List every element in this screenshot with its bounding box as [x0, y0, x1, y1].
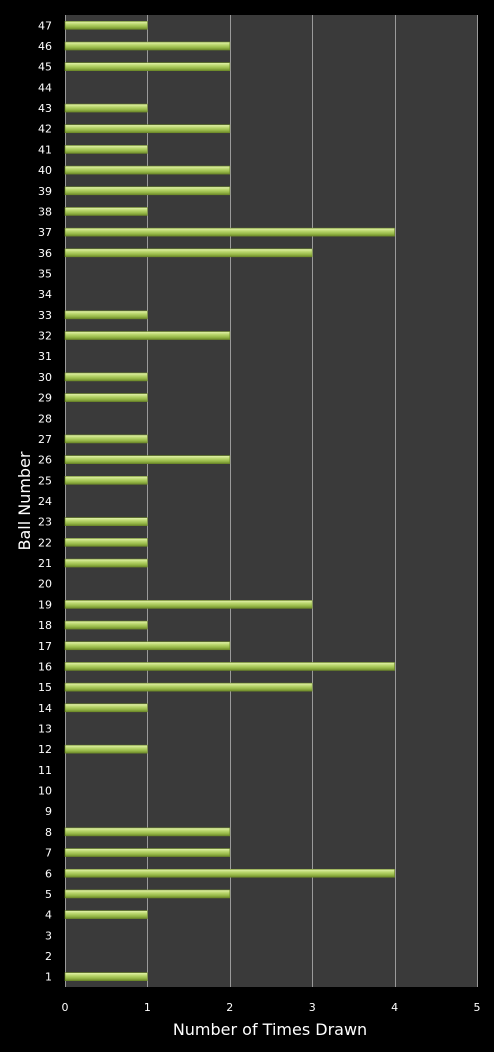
y-tick-34: 34 — [38, 288, 52, 301]
bar-ball-37 — [64, 227, 395, 237]
y-tick-36: 36 — [38, 247, 52, 260]
y-tick-16: 16 — [38, 660, 52, 673]
y-tick-26: 26 — [38, 454, 52, 467]
y-tick-12: 12 — [38, 743, 52, 756]
y-tick-11: 11 — [38, 764, 52, 777]
y-tick-33: 33 — [38, 309, 52, 322]
y-tick-6: 6 — [45, 867, 52, 880]
bar-ball-4 — [64, 910, 148, 919]
y-tick-46: 46 — [38, 40, 52, 53]
y-tick-labels: 1234567891011121314151617181920212223242… — [38, 19, 52, 983]
y-tick-23: 23 — [38, 516, 52, 529]
bar-ball-25 — [64, 476, 148, 485]
bar-ball-29 — [64, 393, 148, 402]
y-tick-2: 2 — [45, 950, 52, 963]
bar-ball-41 — [64, 145, 148, 154]
bar-ball-36 — [64, 248, 313, 258]
y-tick-47: 47 — [38, 19, 52, 32]
bar-ball-22 — [64, 538, 148, 547]
gridlines — [65, 15, 478, 987]
y-tick-7: 7 — [45, 847, 52, 860]
y-tick-29: 29 — [38, 392, 52, 405]
x-tick-0: 0 — [62, 1001, 69, 1014]
y-tick-15: 15 — [38, 681, 52, 694]
y-tick-24: 24 — [38, 495, 52, 508]
y-tick-43: 43 — [38, 102, 52, 115]
bar-ball-21 — [64, 558, 148, 568]
y-tick-42: 42 — [38, 123, 52, 136]
y-tick-38: 38 — [38, 205, 52, 218]
y-tick-28: 28 — [38, 412, 52, 425]
x-tick-3: 3 — [309, 1001, 316, 1014]
bar-ball-6 — [64, 868, 395, 878]
y-tick-19: 19 — [38, 598, 52, 611]
bar-ball-17 — [64, 641, 231, 651]
y-tick-4: 4 — [45, 909, 52, 922]
bar-ball-14 — [64, 703, 148, 713]
y-tick-25: 25 — [38, 474, 52, 487]
bar-ball-27 — [64, 434, 148, 444]
y-tick-31: 31 — [38, 350, 52, 363]
y-tick-8: 8 — [45, 826, 52, 839]
y-tick-27: 27 — [38, 433, 52, 446]
y-tick-45: 45 — [38, 61, 52, 74]
bar-ball-1 — [64, 972, 148, 981]
bar-ball-23 — [64, 517, 148, 526]
bar-ball-32 — [64, 331, 231, 340]
bar-ball-15 — [64, 682, 313, 692]
y-tick-14: 14 — [38, 702, 52, 715]
y-axis-title: Ball Number — [15, 451, 34, 550]
y-tick-32: 32 — [38, 330, 52, 343]
bar-ball-26 — [64, 455, 231, 464]
y-tick-17: 17 — [38, 640, 52, 653]
y-tick-13: 13 — [38, 722, 52, 735]
bar-ball-19 — [64, 600, 313, 609]
y-tick-18: 18 — [38, 619, 52, 632]
bar-ball-16 — [64, 662, 395, 671]
bar-ball-8 — [64, 827, 231, 837]
bar-ball-18 — [64, 620, 148, 630]
bar-ball-43 — [64, 103, 148, 113]
x-tick-1: 1 — [144, 1001, 151, 1014]
bars — [64, 21, 395, 981]
y-tick-39: 39 — [38, 185, 52, 198]
bar-ball-12 — [64, 744, 148, 754]
bar-ball-45 — [64, 62, 231, 72]
y-tick-30: 30 — [38, 371, 52, 384]
bar-ball-33 — [64, 310, 148, 320]
x-tick-2: 2 — [226, 1001, 233, 1014]
bar-ball-30 — [64, 372, 148, 382]
bar-ball-7 — [64, 848, 231, 857]
y-tick-41: 41 — [38, 143, 52, 156]
y-tick-21: 21 — [38, 557, 52, 570]
bar-ball-40 — [64, 165, 231, 175]
bar-ball-5 — [64, 889, 231, 899]
bar-ball-47 — [64, 21, 148, 30]
y-tick-5: 5 — [45, 888, 52, 901]
bar-ball-39 — [64, 186, 231, 196]
y-tick-22: 22 — [38, 536, 52, 549]
bar-ball-42 — [64, 124, 231, 134]
y-tick-9: 9 — [45, 805, 52, 818]
y-tick-44: 44 — [38, 81, 52, 94]
x-tick-4: 4 — [391, 1001, 398, 1014]
plot-area — [65, 15, 477, 987]
y-tick-40: 40 — [38, 164, 52, 177]
x-tick-labels: 0 1 2 3 4 5 — [62, 1001, 481, 1014]
y-tick-20: 20 — [38, 578, 52, 591]
y-tick-10: 10 — [38, 785, 52, 798]
y-tick-1: 1 — [45, 971, 52, 984]
y-tick-35: 35 — [38, 268, 52, 281]
y-tick-37: 37 — [38, 226, 52, 239]
y-tick-3: 3 — [45, 929, 52, 942]
bar-ball-46 — [64, 41, 231, 51]
x-tick-5: 5 — [474, 1001, 481, 1014]
x-axis-title: Number of Times Drawn — [173, 1020, 367, 1039]
bar-ball-38 — [64, 207, 148, 216]
